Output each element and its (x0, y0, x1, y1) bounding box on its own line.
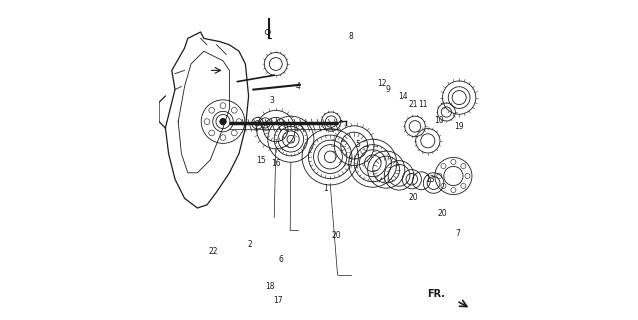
Text: 20: 20 (409, 193, 419, 202)
Text: 21: 21 (408, 100, 417, 108)
Text: 9: 9 (385, 85, 390, 94)
Text: 18: 18 (265, 282, 275, 291)
Circle shape (220, 118, 226, 125)
Text: 1: 1 (323, 184, 329, 193)
Text: 10: 10 (434, 116, 444, 124)
Text: 22: 22 (209, 247, 218, 256)
Text: 6: 6 (278, 255, 283, 264)
Text: 20: 20 (331, 231, 341, 240)
Text: 15: 15 (256, 156, 265, 164)
Text: 13: 13 (426, 175, 435, 184)
Text: 8: 8 (348, 32, 353, 41)
Text: 7: 7 (456, 229, 461, 238)
Text: 16: 16 (271, 159, 281, 168)
Text: 3: 3 (269, 96, 274, 105)
Text: 14: 14 (399, 92, 408, 100)
Text: FR.: FR. (427, 289, 445, 300)
Text: 19: 19 (454, 122, 463, 131)
Text: 2: 2 (248, 240, 253, 249)
Text: 17: 17 (273, 296, 283, 305)
Text: 5: 5 (355, 140, 360, 148)
Text: 20: 20 (438, 209, 447, 218)
Text: 12: 12 (378, 79, 387, 88)
Text: 4: 4 (296, 82, 300, 91)
Text: 11: 11 (419, 100, 428, 109)
